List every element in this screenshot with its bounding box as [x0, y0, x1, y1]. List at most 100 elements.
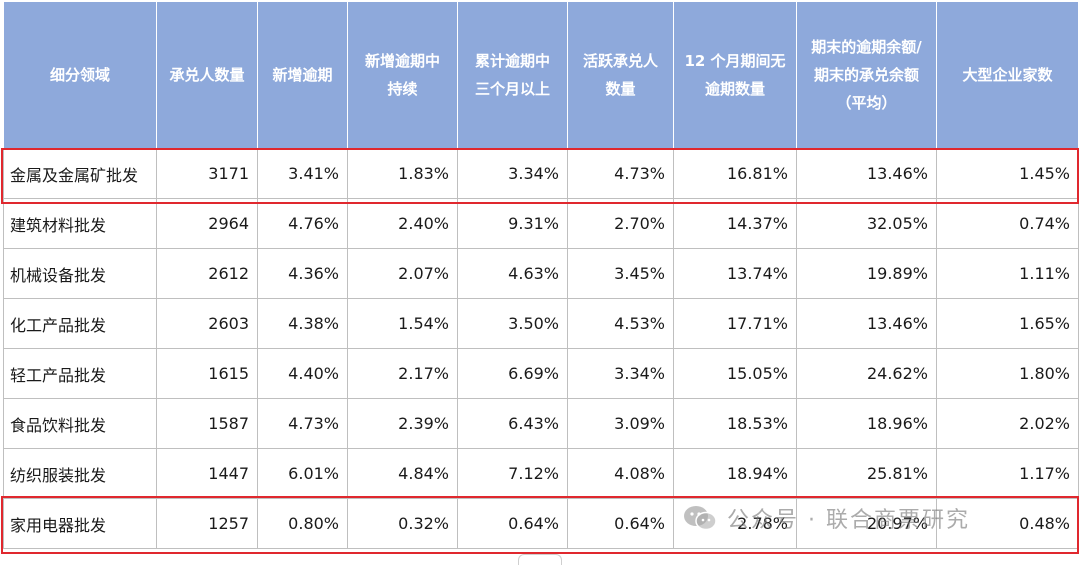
table-row: 机械设备批发 2612 4.36% 2.07% 4.63% 3.45% 13.74% 19.8… [3, 248, 1079, 299]
column-header-line: （平均） [836, 94, 897, 112]
column-header-line: 数量 [605, 80, 636, 98]
table-container: 细分领域 承兑人数量 新增逾期 新增逾期中 持续 累计逾期中 三个月以上 活跃承兑人 数量 12 … [3, 1, 1079, 549]
column-header-line: 逾期数量 [704, 80, 765, 98]
table-cell: 19.89% [796, 248, 937, 299]
table-cell: 13.46% [796, 148, 937, 199]
table-cell: 3.09% [567, 398, 674, 449]
table-cell: 6.01% [257, 448, 348, 499]
table-cell: 2964 [156, 198, 258, 249]
column-header-line: 活跃承兑人 [582, 52, 658, 70]
table-cell: 1.83% [347, 148, 458, 199]
column-header-line: 期末的逾期余额/ [811, 38, 922, 56]
table-cell: 1447 [156, 448, 258, 499]
table-row: 纺织服装批发 1447 6.01% 4.84% 7.12% 4.08% 18.94% 25.8… [3, 448, 1079, 499]
table-cell: 20.97% [796, 498, 937, 549]
column-header: 细分领域 [3, 1, 157, 149]
table-cell: 1587 [156, 398, 258, 449]
table-cell: 2603 [156, 298, 258, 349]
table-cell: 4.38% [257, 298, 348, 349]
column-header-line: 持续 [387, 80, 418, 98]
table-cell: 2.39% [347, 398, 458, 449]
table-cell: 16.81% [673, 148, 797, 199]
table-cell: 2.70% [567, 198, 674, 249]
table-cell: 2612 [156, 248, 258, 299]
table-cell: 17.71% [673, 298, 797, 349]
column-header: 新增逾期中 持续 [347, 1, 458, 149]
table-cell: 7.12% [457, 448, 568, 499]
column-header-line: 期末的承兑余额 [813, 66, 919, 84]
table-cell: 4.36% [257, 248, 348, 299]
table-row: 建筑材料批发 2964 4.76% 2.40% 9.31% 2.70% 14.37% 32.0… [3, 198, 1079, 249]
data-table: 细分领域 承兑人数量 新增逾期 新增逾期中 持续 累计逾期中 三个月以上 活跃承兑人 数量 12 … [3, 1, 1079, 549]
table-cell: 3.45% [567, 248, 674, 299]
table-row: 食品饮料批发 1587 4.73% 2.39% 6.43% 3.09% 18.53% 18.9… [3, 398, 1079, 449]
table-cell: 2.02% [936, 398, 1079, 449]
table-cell: 0.48% [936, 498, 1079, 549]
table-cell: 0.74% [936, 198, 1079, 249]
row-category: 建筑材料批发 [3, 198, 157, 249]
row-category: 家用电器批发 [3, 498, 157, 549]
table-cell: 2.17% [347, 348, 458, 399]
row-category: 纺织服装批发 [3, 448, 157, 499]
table-cell: 1615 [156, 348, 258, 399]
table-cell: 4.08% [567, 448, 674, 499]
table-cell: 4.40% [257, 348, 348, 399]
table-cell: 15.05% [673, 348, 797, 399]
watermark-text: 公众号 · 联合商票研究 [727, 508, 970, 533]
table-cell: 13.74% [673, 248, 797, 299]
column-header-line: 新增逾期 [272, 66, 333, 84]
watermark: 公众号 · 联合商票研究 [683, 502, 970, 534]
table-cell: 4.73% [567, 148, 674, 199]
table-cell: 1.54% [347, 298, 458, 349]
table-cell: 0.80% [257, 498, 348, 549]
row-category: 机械设备批发 [3, 248, 157, 299]
table-cell: 4.63% [457, 248, 568, 299]
row-category: 化工产品批发 [3, 298, 157, 349]
column-header: 大型企业家数 [936, 1, 1079, 149]
column-header: 期末的逾期余额/期末的承兑余额 （平均） [796, 1, 937, 149]
table-cell: 4.73% [257, 398, 348, 449]
table-cell: 1.11% [936, 248, 1079, 299]
table-cell: 2.40% [347, 198, 458, 249]
table-cell: 6.43% [457, 398, 568, 449]
table-cell: 18.53% [673, 398, 797, 449]
table-cell: 3.34% [567, 348, 674, 399]
table-cell: 3.41% [257, 148, 348, 199]
table-cell: 1.45% [936, 148, 1079, 199]
table-cell: 4.84% [347, 448, 458, 499]
table-cell: 9.31% [457, 198, 568, 249]
table-cell: 25.81% [796, 448, 937, 499]
table-cell: 18.96% [796, 398, 937, 449]
row-category: 金属及金属矿批发 [3, 148, 157, 199]
row-category: 食品饮料批发 [3, 398, 157, 449]
column-header: 12 个月期间无 逾期数量 [673, 1, 797, 149]
table-cell: 14.37% [673, 198, 797, 249]
table-cell: 24.62% [796, 348, 937, 399]
table-cell: 3171 [156, 148, 258, 199]
column-header: 承兑人数量 [156, 1, 258, 149]
header-row: 细分领域 承兑人数量 新增逾期 新增逾期中 持续 累计逾期中 三个月以上 活跃承兑人 数量 12 … [3, 1, 1079, 149]
table-cell: 13.46% [796, 298, 937, 349]
table-cell: 4.53% [567, 298, 674, 349]
column-header: 活跃承兑人 数量 [567, 1, 674, 149]
column-header-line: 大型企业家数 [962, 66, 1053, 84]
table-cell: 3.34% [457, 148, 568, 199]
table-cell: 0.64% [567, 498, 674, 549]
wechat-icon [684, 506, 717, 531]
column-header-line: 累计逾期中 [474, 52, 550, 70]
column-header-line: 承兑人数量 [169, 66, 245, 84]
table-cell: 6.69% [457, 348, 568, 399]
column-header-line: 12 个月期间无 [684, 52, 786, 70]
column-header-line: 细分领域 [49, 66, 110, 84]
table-body: 金属及金属矿批发 3171 3.41% 1.83% 3.34% 4.73% 16.81% 13… [3, 148, 1079, 549]
table-cell: 0.32% [347, 498, 458, 549]
table-cell: 2.07% [347, 248, 458, 299]
table-cell: 32.05% [796, 198, 937, 249]
table-cell: 1.80% [936, 348, 1079, 399]
table-cell: 0.64% [457, 498, 568, 549]
table-row: 轻工产品批发 1615 4.40% 2.17% 6.69% 3.34% 15.05% 24.6… [3, 348, 1079, 399]
table-cell: 18.94% [673, 448, 797, 499]
table-cell: 3.50% [457, 298, 568, 349]
column-header-line: 三个月以上 [474, 80, 550, 98]
column-header-line: 新增逾期中 [364, 52, 440, 70]
